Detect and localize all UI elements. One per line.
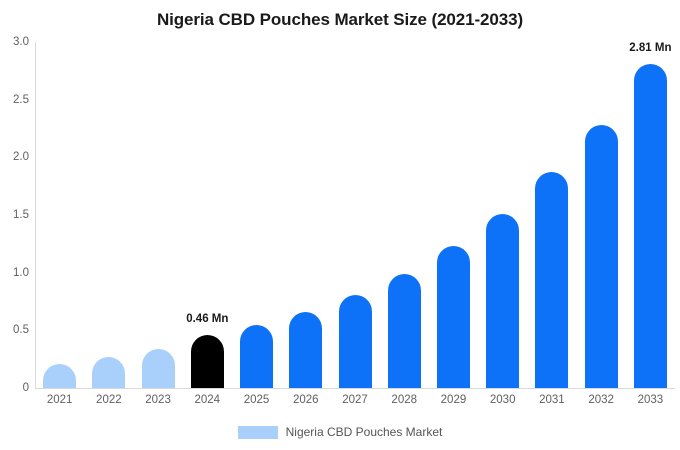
x-axis-tick-label-2030: 2030: [489, 394, 516, 406]
bar-2028[interactable]: [387, 273, 421, 388]
bar-column[interactable]: [486, 42, 520, 388]
chart-title: Nigeria CBD Pouches Market Size (2021-20…: [156, 10, 524, 29]
bar-column[interactable]: [240, 42, 274, 388]
bar-2021[interactable]: [43, 363, 77, 388]
plot-area: [35, 42, 675, 388]
x-axis-tick-label-2029: 2029: [440, 394, 467, 406]
bar-2024[interactable]: [190, 334, 224, 388]
bar-2027[interactable]: [338, 294, 372, 388]
bar-2022[interactable]: [92, 356, 126, 388]
bar-2023[interactable]: [141, 348, 175, 388]
y-axis-line: [35, 42, 36, 388]
bar-value-label-2033: 2.81 Mn: [629, 41, 672, 54]
bar-2031[interactable]: [535, 172, 569, 388]
legend-label-nigeria-cbd-pouches-market: Nigeria CBD Pouches Market: [285, 425, 443, 439]
bar-2025[interactable]: [240, 324, 274, 388]
bar-column[interactable]: [436, 42, 470, 388]
y-axis-tick-label: 2.5: [13, 93, 29, 106]
x-axis-tick-label-2031: 2031: [539, 394, 565, 406]
x-axis-tick-label-2024: 2024: [194, 394, 221, 406]
bar-2032[interactable]: [584, 125, 618, 388]
y-axis-tick-label: 2.0: [13, 151, 29, 164]
y-axis-tick-label: 1.5: [13, 209, 29, 221]
bar-column[interactable]: [387, 42, 421, 388]
x-axis-tick-label-2032: 2032: [588, 394, 614, 406]
y-axis-tick-label: 0.5: [13, 324, 29, 337]
x-axis-tick-label-2026: 2026: [292, 394, 319, 406]
bar-column[interactable]: [92, 42, 126, 388]
bar-column[interactable]: [43, 42, 77, 388]
y-axis-tick-label: 0: [22, 382, 29, 394]
bar-column[interactable]: [584, 42, 618, 388]
bar-column[interactable]: [338, 42, 372, 388]
y-axis-tick-label: 1.0: [13, 266, 29, 279]
x-axis-tick-label-2022: 2022: [96, 394, 122, 406]
y-axis-tick-labels: 0 0.5 1.0 1.5 2.0 2.5 3.0: [0, 0, 29, 450]
x-axis-tick-label-2025: 2025: [243, 394, 270, 406]
x-axis-line: [35, 388, 675, 389]
bar-2030[interactable]: [486, 213, 520, 388]
bar-2029[interactable]: [436, 246, 470, 388]
x-axis-tick-label-2033: 2033: [637, 394, 664, 406]
bar-column[interactable]: [289, 42, 323, 388]
x-axis-tick-label-2027: 2027: [342, 394, 368, 406]
y-axis-tick-label: 3.0: [13, 36, 29, 48]
bar-column[interactable]: [190, 42, 224, 388]
bar-value-label-2024: 0.46 Mn: [186, 312, 229, 325]
bar-column[interactable]: [535, 42, 569, 388]
x-axis-tick-label-2028: 2028: [391, 394, 418, 406]
x-axis-tick-label-2023: 2023: [145, 394, 171, 406]
bar-2033[interactable]: [633, 63, 667, 388]
legend-swatch-nigeria-cbd-pouches-market: [237, 425, 278, 439]
bar-column[interactable]: [633, 42, 667, 388]
chart-legend: Nigeria CBD Pouches Market: [0, 425, 680, 439]
bar-2026[interactable]: [289, 311, 323, 388]
bar-column[interactable]: [141, 42, 175, 388]
x-axis-tick-label-2021: 2021: [46, 394, 73, 406]
